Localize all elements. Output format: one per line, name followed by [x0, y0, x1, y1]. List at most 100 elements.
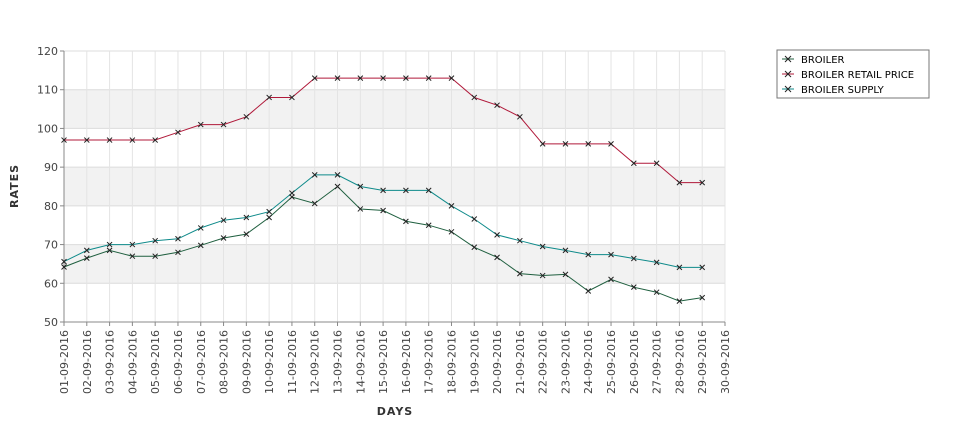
legend-marker [784, 85, 792, 93]
axes [60, 50, 726, 326]
data-point [106, 137, 113, 143]
x-tick-label: 10-09-2016 [263, 330, 276, 394]
data-point [494, 102, 500, 109]
data-point [83, 255, 90, 261]
legend-item: BROILER RETAIL PRICE [782, 70, 914, 81]
y-tick-label: 110 [37, 84, 58, 97]
x-tick-label: 14-09-2016 [354, 330, 367, 394]
x-tick-label: 06-09-2016 [172, 330, 185, 394]
x-tick-label: 15-09-2016 [377, 330, 390, 394]
data-point [106, 241, 113, 248]
data-point [630, 160, 637, 167]
plot-band [64, 167, 725, 206]
data-point [699, 179, 706, 186]
x-tick-label: 17-09-2016 [423, 330, 436, 394]
y-tick-label: 120 [37, 45, 58, 58]
plot-background-bands [64, 89, 725, 284]
x-tick-label: 11-09-2016 [286, 330, 299, 394]
y-tick-label: 50 [44, 316, 58, 329]
x-tick-label: 19-09-2016 [468, 330, 481, 394]
y-tick-label: 90 [44, 161, 58, 174]
legend-marker [784, 70, 792, 78]
x-tick-label: 29-09-2016 [696, 330, 709, 394]
data-point [403, 218, 409, 225]
data-point [425, 222, 432, 229]
x-tick-label: 04-09-2016 [126, 330, 139, 394]
y-tick-label: 70 [44, 239, 58, 252]
data-point [380, 75, 386, 81]
data-point [175, 249, 181, 256]
data-point [129, 137, 136, 143]
data-point [266, 94, 272, 101]
data-point [129, 253, 136, 260]
data-point [471, 244, 478, 251]
series-layer [61, 75, 706, 304]
legend-marker [784, 55, 792, 63]
data-point [585, 288, 592, 294]
data-point [357, 206, 364, 212]
x-tick-label: 09-09-2016 [240, 330, 253, 394]
data-point [243, 231, 250, 237]
y-tick-label: 80 [44, 200, 58, 213]
data-point [289, 94, 295, 101]
data-point [357, 183, 364, 190]
x-tick-label: 21-09-2016 [514, 330, 527, 394]
y-tick-label: 100 [37, 122, 58, 135]
data-point [334, 183, 341, 190]
data-point [539, 243, 546, 250]
data-point [630, 255, 637, 262]
x-tick-label: 18-09-2016 [445, 330, 458, 394]
grid-lines [63, 50, 726, 323]
data-point [471, 216, 478, 222]
data-point [585, 251, 592, 258]
x-tick-label: 25-09-2016 [605, 330, 618, 394]
data-point [425, 187, 432, 194]
data-point [220, 235, 227, 241]
data-point [152, 237, 159, 244]
data-point [585, 141, 592, 147]
legend-item: BROILER [782, 55, 845, 66]
x-tick-label: 13-09-2016 [332, 330, 345, 394]
x-tick-label: 16-09-2016 [400, 330, 413, 394]
data-point [83, 137, 90, 143]
data-point [653, 289, 660, 296]
x-tick-label: 03-09-2016 [104, 330, 117, 394]
data-point [699, 264, 706, 271]
y-axis-title: RATES [8, 164, 21, 208]
x-tick-label: 05-09-2016 [149, 330, 162, 394]
x-tick-label: 01-09-2016 [58, 330, 71, 394]
data-point [471, 94, 478, 101]
data-point [311, 200, 318, 207]
data-point [220, 121, 227, 128]
data-point [676, 298, 683, 304]
data-point [448, 228, 455, 235]
y-tick-label: 60 [44, 277, 58, 290]
data-point [517, 113, 523, 120]
data-point [653, 160, 660, 167]
x-tick-label: 08-09-2016 [218, 330, 231, 394]
plot-band [64, 244, 725, 284]
data-point [699, 294, 706, 301]
data-point [676, 179, 683, 186]
data-point [403, 75, 409, 81]
y-tick-labels: 50 60 70 80 90 100 110 120 [37, 45, 58, 329]
data-point [425, 75, 432, 81]
legend: BROILER BROILER RETAIL PRICE BROILER SUPPL… [776, 49, 930, 99]
data-point [357, 75, 364, 81]
data-point [61, 264, 67, 270]
x-tick-label: 22-09-2016 [537, 330, 550, 394]
data-point [197, 242, 204, 249]
data-point [494, 254, 500, 261]
data-point [539, 272, 546, 279]
x-tick-label: 23-09-2016 [559, 330, 572, 394]
data-point [311, 75, 318, 81]
data-point [630, 284, 637, 291]
x-tick-label: 27-09-2016 [651, 330, 664, 394]
data-point [266, 208, 272, 215]
legend-label: BROILER [801, 55, 845, 66]
data-point [334, 75, 341, 81]
x-tick-label: 30-09-2016 [719, 330, 732, 394]
data-point [539, 141, 546, 147]
data-point [448, 75, 455, 81]
